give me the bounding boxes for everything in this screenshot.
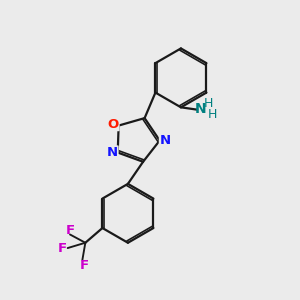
Text: N: N [107,146,118,159]
Text: O: O [108,118,119,130]
Text: N: N [159,134,171,147]
Text: H: H [204,97,213,110]
Text: F: F [65,224,75,237]
Text: N: N [195,102,206,116]
Text: F: F [58,242,67,254]
Text: H: H [208,109,217,122]
Text: F: F [79,259,88,272]
